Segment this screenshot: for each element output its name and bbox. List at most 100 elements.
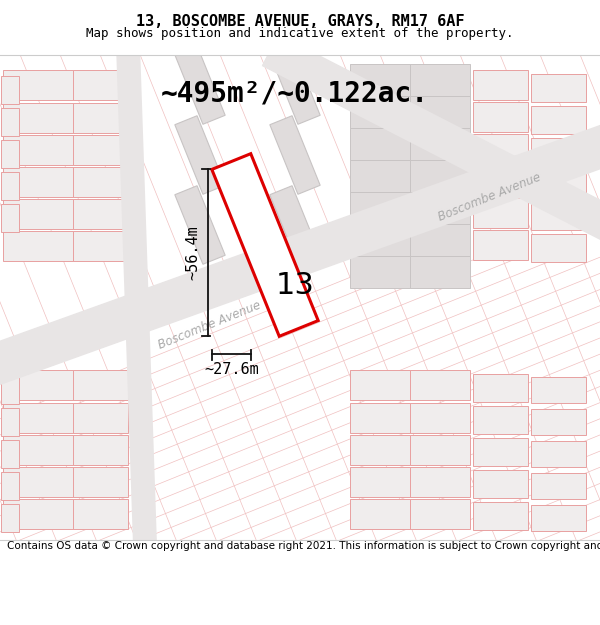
Polygon shape [1, 408, 19, 436]
Polygon shape [473, 438, 527, 466]
Polygon shape [410, 160, 470, 192]
Polygon shape [350, 370, 410, 400]
Polygon shape [350, 435, 410, 465]
Polygon shape [175, 116, 225, 194]
Polygon shape [73, 403, 128, 433]
Polygon shape [175, 46, 225, 124]
Polygon shape [1, 172, 19, 200]
Text: Map shows position and indicative extent of the property.: Map shows position and indicative extent… [86, 28, 514, 41]
Polygon shape [410, 64, 470, 96]
Polygon shape [530, 106, 586, 134]
Polygon shape [473, 502, 527, 530]
Polygon shape [350, 128, 410, 160]
Text: ~495m²/~0.122ac.: ~495m²/~0.122ac. [161, 80, 429, 108]
Polygon shape [350, 224, 410, 256]
Polygon shape [410, 467, 470, 497]
Polygon shape [410, 435, 470, 465]
Polygon shape [1, 140, 19, 168]
Polygon shape [73, 499, 128, 529]
Polygon shape [73, 199, 128, 229]
Polygon shape [530, 377, 586, 403]
Polygon shape [350, 403, 410, 433]
Polygon shape [3, 467, 73, 497]
Polygon shape [530, 202, 586, 230]
Polygon shape [116, 44, 157, 546]
Polygon shape [1, 76, 19, 104]
Polygon shape [3, 231, 73, 261]
Polygon shape [262, 34, 600, 246]
Polygon shape [473, 374, 527, 402]
Polygon shape [473, 102, 527, 132]
Polygon shape [3, 199, 73, 229]
Polygon shape [3, 403, 73, 433]
Polygon shape [473, 166, 527, 196]
Polygon shape [1, 440, 19, 468]
Polygon shape [410, 256, 470, 288]
Polygon shape [530, 74, 586, 102]
Polygon shape [175, 186, 225, 264]
Text: Contains OS data © Crown copyright and database right 2021. This information is : Contains OS data © Crown copyright and d… [7, 541, 600, 551]
Polygon shape [530, 473, 586, 499]
Polygon shape [270, 186, 320, 264]
Polygon shape [350, 256, 410, 288]
Polygon shape [350, 467, 410, 497]
Polygon shape [0, 120, 600, 390]
Polygon shape [1, 504, 19, 532]
Polygon shape [1, 108, 19, 136]
Polygon shape [473, 134, 527, 164]
Polygon shape [3, 70, 73, 100]
Polygon shape [117, 44, 156, 546]
Polygon shape [530, 409, 586, 435]
Text: ~56.4m: ~56.4m [185, 226, 200, 280]
Polygon shape [1, 472, 19, 500]
Polygon shape [0, 121, 600, 389]
Polygon shape [473, 470, 527, 498]
Polygon shape [212, 154, 318, 336]
Polygon shape [3, 370, 73, 400]
Polygon shape [3, 103, 73, 133]
Polygon shape [473, 406, 527, 434]
Polygon shape [530, 505, 586, 531]
Polygon shape [473, 70, 527, 100]
Polygon shape [3, 499, 73, 529]
Polygon shape [410, 128, 470, 160]
Polygon shape [350, 64, 410, 96]
Polygon shape [3, 435, 73, 465]
Polygon shape [350, 96, 410, 128]
Polygon shape [410, 224, 470, 256]
Polygon shape [410, 403, 470, 433]
Text: 13, BOSCOMBE AVENUE, GRAYS, RM17 6AF: 13, BOSCOMBE AVENUE, GRAYS, RM17 6AF [136, 14, 464, 29]
Text: Boscombe Avenue: Boscombe Avenue [157, 299, 263, 351]
Polygon shape [350, 192, 410, 224]
Polygon shape [73, 467, 128, 497]
Text: Boscombe Avenue: Boscombe Avenue [437, 171, 543, 224]
Text: ~27.6m: ~27.6m [204, 362, 259, 378]
Text: 13: 13 [275, 271, 314, 299]
Polygon shape [410, 192, 470, 224]
Polygon shape [1, 376, 19, 404]
Polygon shape [410, 370, 470, 400]
Polygon shape [350, 499, 410, 529]
Polygon shape [73, 135, 128, 165]
Polygon shape [73, 103, 128, 133]
Polygon shape [73, 370, 128, 400]
Polygon shape [73, 70, 128, 100]
Polygon shape [73, 435, 128, 465]
Polygon shape [410, 96, 470, 128]
Polygon shape [350, 160, 410, 192]
Polygon shape [473, 230, 527, 260]
Polygon shape [73, 167, 128, 197]
Polygon shape [473, 198, 527, 228]
Polygon shape [530, 170, 586, 198]
Polygon shape [530, 441, 586, 467]
Polygon shape [530, 138, 586, 166]
Polygon shape [1, 204, 19, 232]
Polygon shape [3, 135, 73, 165]
Polygon shape [73, 231, 128, 261]
Polygon shape [270, 46, 320, 124]
Polygon shape [270, 116, 320, 194]
Polygon shape [262, 35, 600, 245]
Polygon shape [410, 499, 470, 529]
Polygon shape [3, 167, 73, 197]
Polygon shape [530, 234, 586, 262]
